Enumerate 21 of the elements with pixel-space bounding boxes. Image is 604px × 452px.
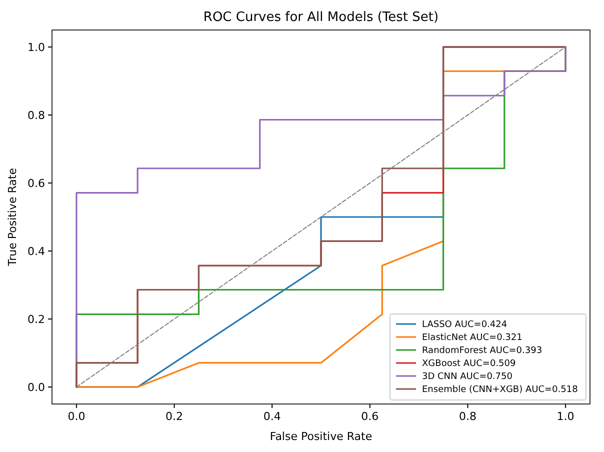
y-tick-label: 1.0 [28, 41, 45, 54]
y-tick-label: 0.8 [28, 109, 45, 122]
x-tick-label: 0.0 [68, 410, 86, 423]
y-tick-label: 0.2 [28, 313, 45, 326]
legend-label: ElasticNet AUC=0.321 [422, 333, 522, 343]
legend-label: 3D CNN AUC=0.750 [422, 372, 513, 382]
legend-label: XGBoost AUC=0.509 [422, 359, 516, 369]
y-tick-label: 0.4 [28, 245, 45, 258]
x-tick-label: 0.2 [166, 410, 184, 423]
x-axis-title: False Positive Rate [270, 430, 372, 443]
y-tick-label: 0.0 [28, 381, 45, 394]
y-tick-label: 0.6 [28, 177, 45, 190]
legend-label: RandomForest AUC=0.393 [422, 346, 542, 356]
x-tick-label: 1.0 [556, 410, 574, 423]
y-axis-title: True Positive Rate [6, 168, 19, 267]
chart-title: ROC Curves for All Models (Test Set) [203, 10, 439, 25]
legend-label: LASSO AUC=0.424 [422, 320, 508, 330]
x-tick-label: 0.4 [263, 410, 281, 423]
legend-label: Ensemble (CNN+XGB) AUC=0.518 [422, 385, 578, 395]
x-tick-label: 0.8 [458, 410, 476, 423]
x-tick-label: 0.6 [361, 410, 379, 423]
